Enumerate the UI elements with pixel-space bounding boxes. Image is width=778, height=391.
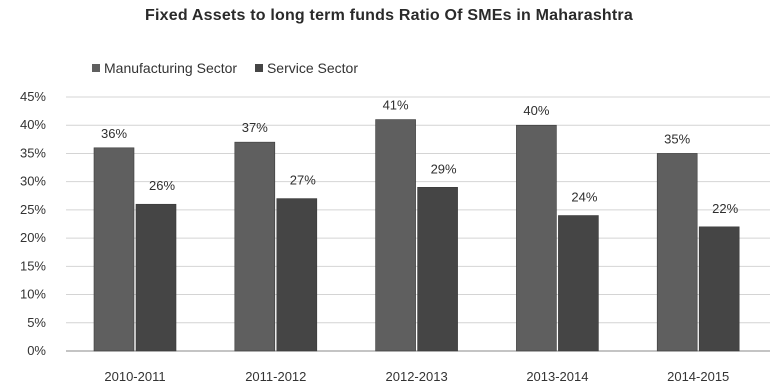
x-category-label: 2014-2015: [667, 369, 729, 384]
bar-service: [135, 203, 177, 352]
bar-manufacturing: [234, 141, 276, 352]
legend-item-manufacturing: Manufacturing Sector: [92, 60, 237, 76]
data-label: 22%: [712, 201, 738, 216]
data-label: 35%: [664, 131, 690, 146]
x-category-label: 2010-2011: [104, 369, 165, 384]
y-tick-label: 10%: [20, 287, 46, 302]
bar-service: [698, 226, 740, 352]
legend-label-manufacturing: Manufacturing Sector: [104, 60, 238, 76]
data-label: 26%: [149, 178, 175, 193]
legend-label-service: Service Sector: [266, 60, 359, 76]
data-labels: 36% 26% 37% 27% 41% 29% 40% 24% 35% 22%: [101, 98, 739, 216]
legend-swatch-service: [254, 64, 263, 73]
y-tick-label: 5%: [27, 315, 46, 330]
data-label: 36%: [101, 126, 127, 141]
legend-item-service: Service Sector: [254, 60, 359, 76]
y-tick-label: 25%: [20, 202, 46, 217]
data-label: 41%: [383, 98, 409, 113]
bar-manufacturing: [375, 119, 416, 352]
x-category-label: 2011-2012: [245, 369, 306, 384]
data-label: 24%: [571, 190, 597, 205]
legend-swatch-manufacturing: [92, 64, 100, 73]
data-label: 29%: [431, 161, 457, 176]
bar-service: [276, 198, 318, 352]
bar-manufacturing: [656, 153, 698, 352]
y-tick-label: 20%: [20, 230, 46, 245]
y-tick-label: 15%: [20, 258, 46, 273]
y-tick-label: 45%: [20, 89, 46, 104]
bar-service: [417, 187, 458, 352]
y-tick-label: 0%: [27, 343, 46, 358]
x-category-label: 2012-2013: [386, 369, 448, 384]
bar-manufacturing: [93, 147, 135, 352]
y-tick-label: 40%: [20, 117, 46, 132]
bar-manufacturing: [516, 124, 557, 352]
axes: 0% 5% 10% 15% 20% 25% 30% 35% 40% 45% 2010-2011 201…: [20, 89, 729, 384]
data-label: 27%: [290, 173, 316, 188]
x-category-label: 2013-2014: [526, 369, 588, 384]
chart-title: Fixed Assets to long term funds Ratio Of…: [145, 7, 633, 24]
data-label: 40%: [523, 103, 549, 118]
y-tick-label: 35%: [20, 145, 46, 160]
bar-service: [558, 215, 599, 352]
bars: [93, 119, 740, 352]
data-label: 37%: [242, 120, 268, 135]
y-tick-label: 30%: [20, 174, 46, 189]
legend: Manufacturing Sector Service Sector: [92, 60, 372, 76]
